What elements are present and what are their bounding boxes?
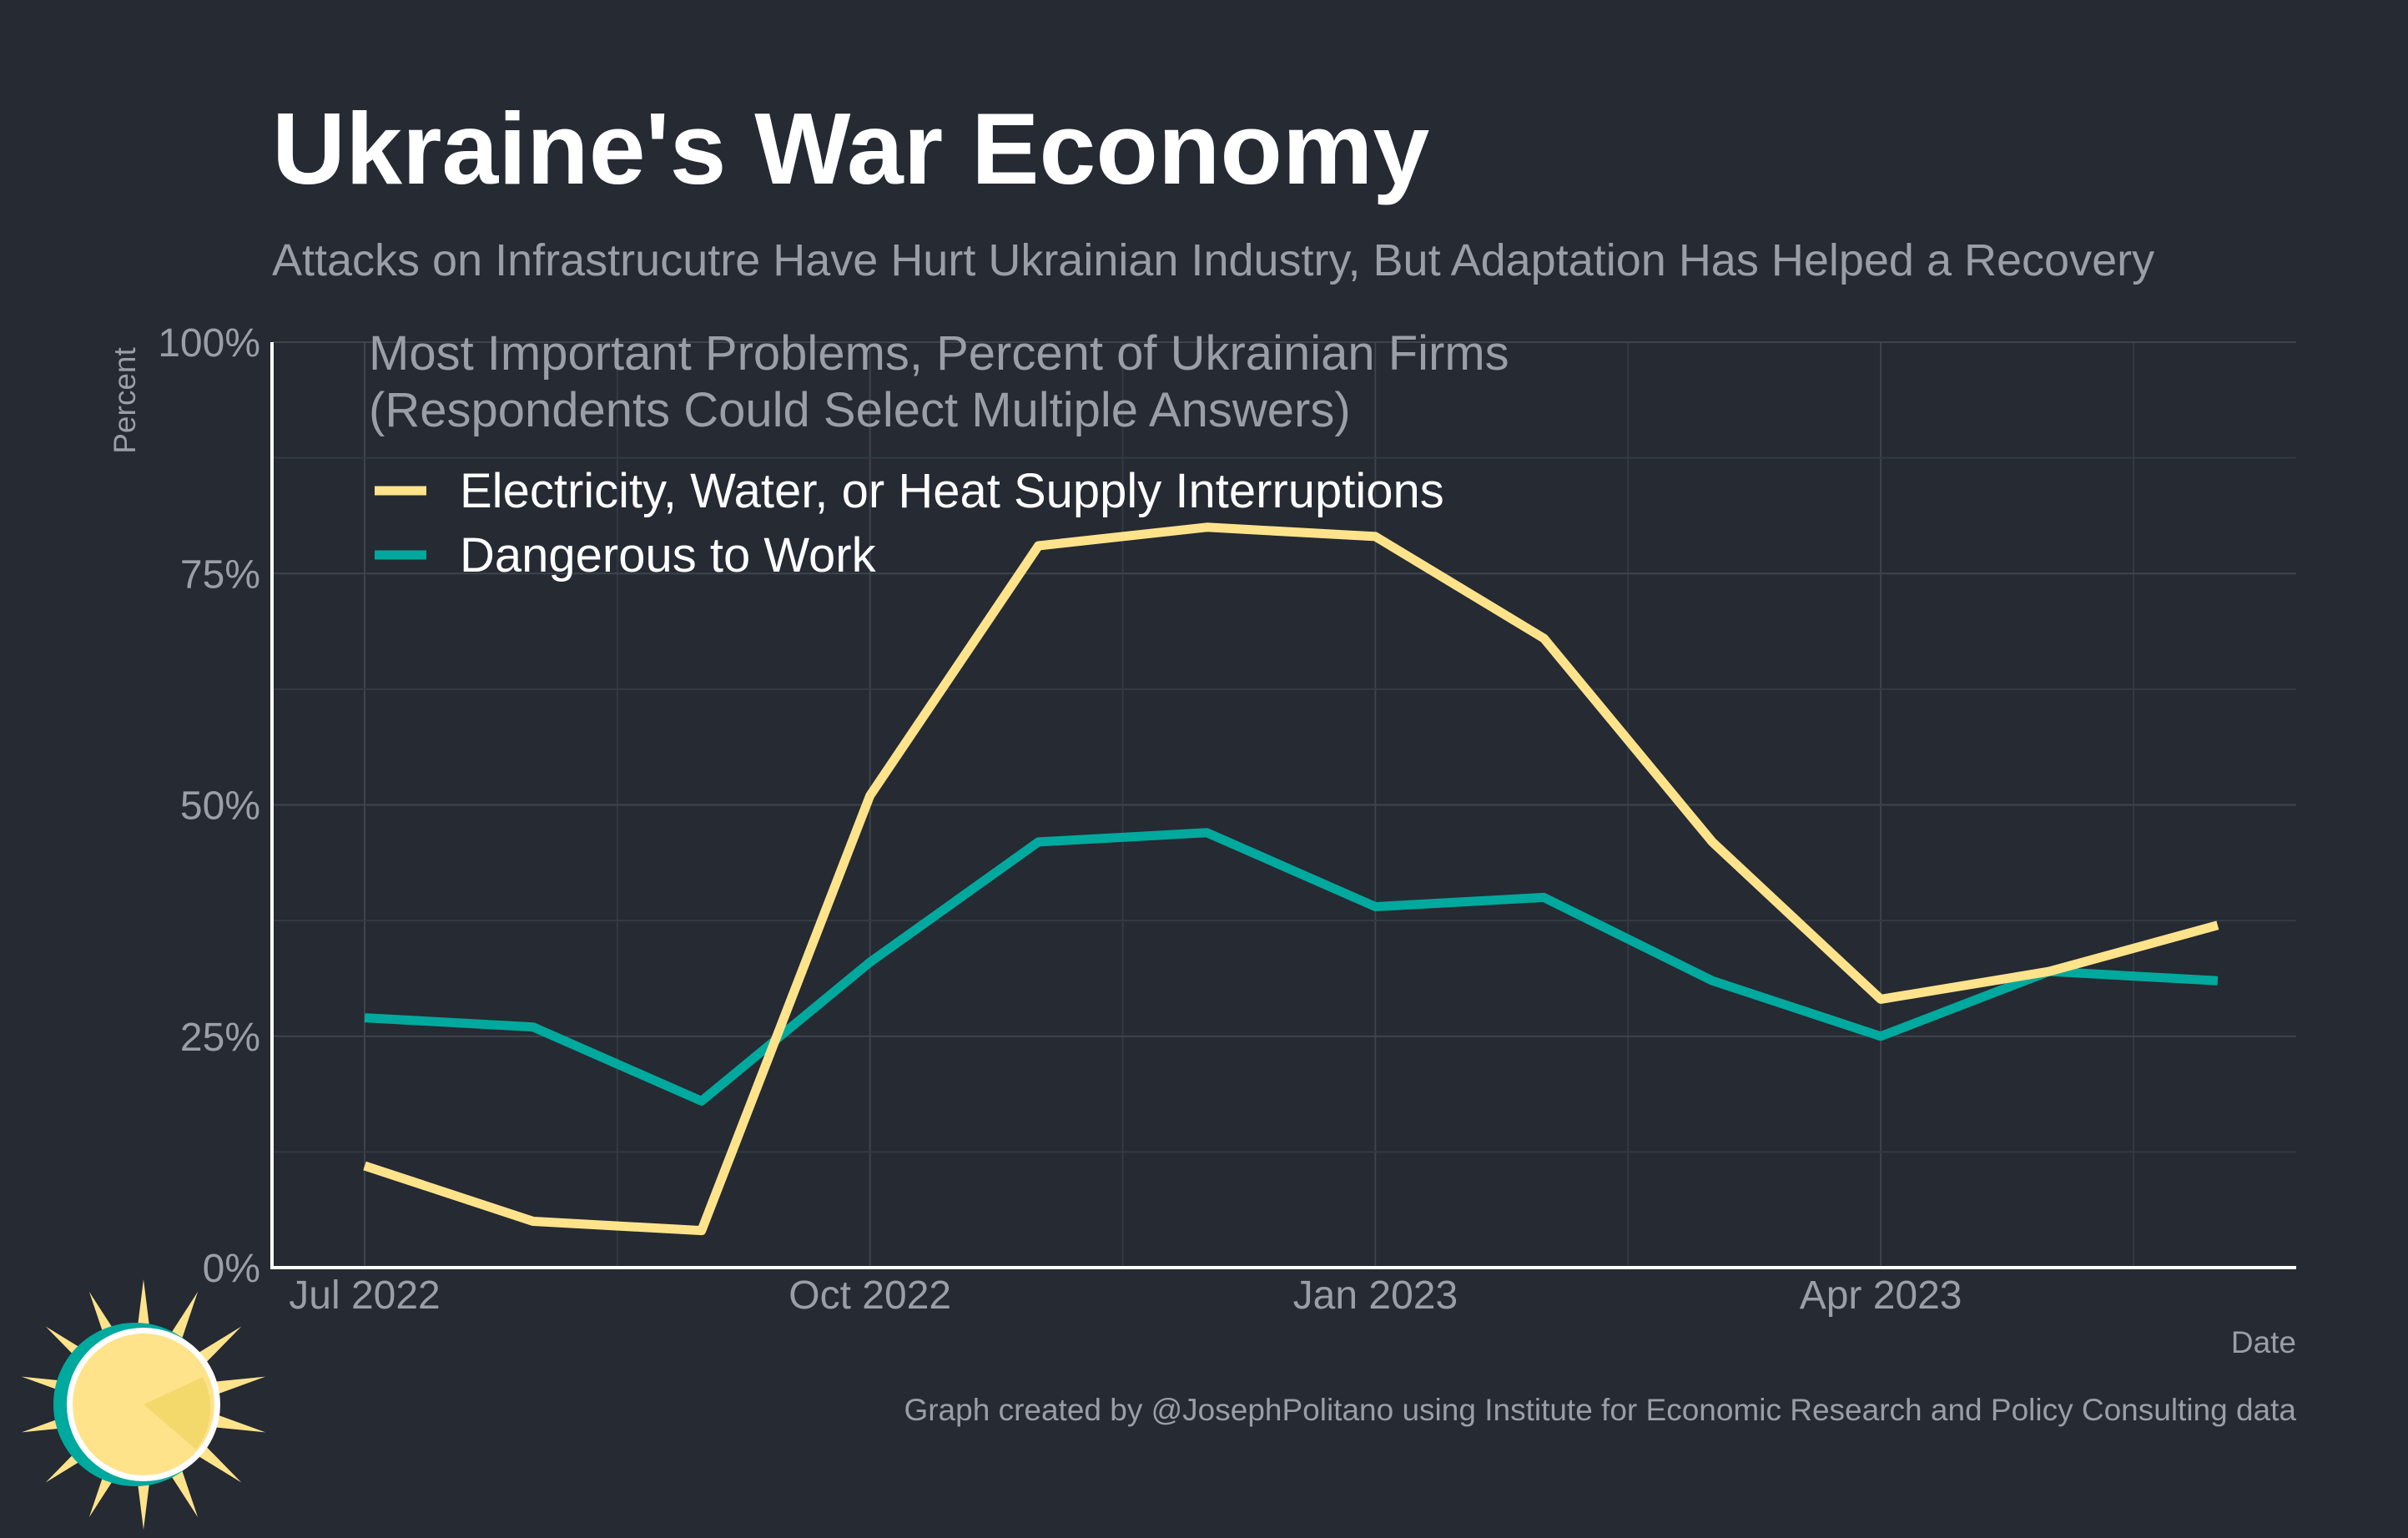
x-axis-ticks: Jul 2022 Oct 2022 Jan 2023 Apr 2023	[289, 1273, 1962, 1318]
x-tick-label: Jul 2022	[289, 1273, 440, 1318]
x-axis-title: Date	[2231, 1325, 2296, 1359]
chart-legend: Electricity, Water, or Heat Supply Inter…	[375, 464, 1444, 582]
legend-label: Dangerous to Work	[460, 528, 877, 582]
chart-title-line2: (Respondents Could Select Multiple Answe…	[369, 383, 1351, 437]
series-line-dangerous-to-work	[364, 828, 2219, 1106]
series-line-electricity-water-or-heat-supply-interruptions	[363, 522, 2219, 1236]
x-tick-label: Apr 2023	[1800, 1273, 1962, 1318]
page-title: Ukraine's War Economy	[272, 92, 1429, 205]
sun-logo-icon	[21, 1279, 266, 1530]
page-subtitle: Attacks on Infrastrucutre Have Hurt Ukra…	[272, 235, 2154, 285]
legend-label: Electricity, Water, or Heat Supply Inter…	[460, 464, 1444, 518]
chart-series	[363, 522, 2219, 1236]
x-tick-label: Jan 2023	[1293, 1273, 1458, 1318]
y-tick-label: 25%	[180, 1016, 260, 1060]
y-tick-label: 75%	[180, 552, 260, 597]
y-tick-label: 0%	[203, 1247, 260, 1291]
chart-gridlines	[272, 341, 2296, 1268]
source-caption: Graph created by @JosephPolitano using I…	[904, 1393, 2296, 1427]
y-tick-label: 50%	[180, 784, 260, 829]
y-axis-title: Percent	[108, 347, 142, 454]
x-tick-label: Oct 2022	[788, 1273, 951, 1318]
y-axis-ticks: 0% 25% 50% 75% 100%	[158, 321, 260, 1291]
chart-title: Most Important Problems, Percent of Ukra…	[369, 326, 1509, 381]
y-tick-label: 100%	[158, 321, 260, 366]
